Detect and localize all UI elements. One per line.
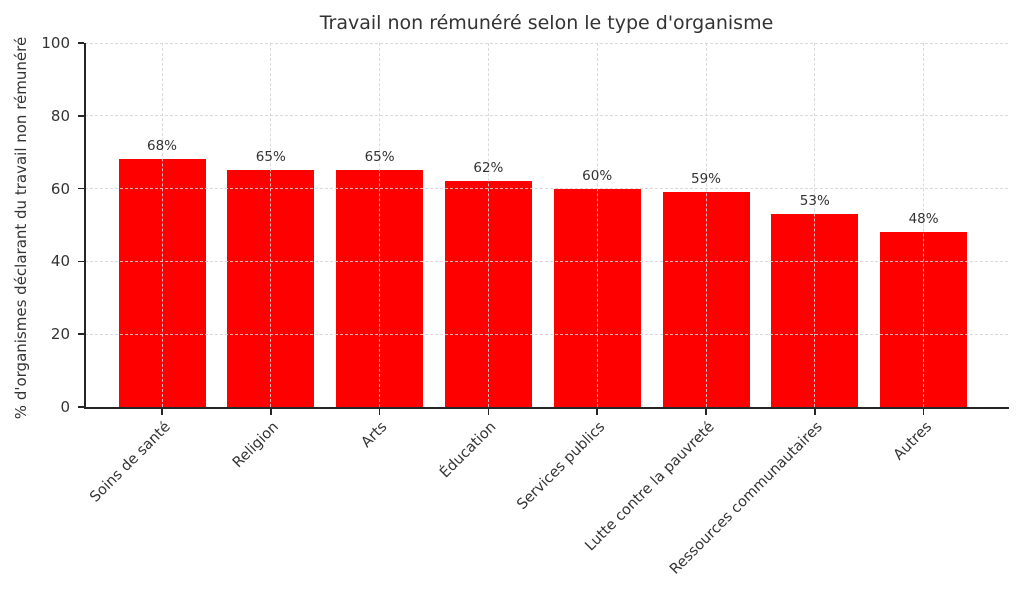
v-gridline	[705, 43, 707, 407]
y-tick-mark	[78, 115, 84, 117]
v-gridline	[923, 43, 925, 407]
x-tick-mark	[705, 409, 707, 415]
y-tick-label: 0	[60, 398, 70, 416]
h-gridline	[85, 333, 1008, 335]
x-tick-mark	[922, 409, 925, 415]
x-tick-mark	[487, 409, 490, 415]
bar-value-label: 53%	[799, 193, 830, 210]
x-tick-label-text: Autres	[890, 419, 935, 464]
bar-value-label: 62%	[473, 160, 504, 177]
chart-title: Travail non rémunéré selon le type d'org…	[319, 12, 774, 34]
x-tick-mark	[378, 409, 381, 415]
x-tick-label-text: Lutte contre la pauvreté	[582, 419, 718, 555]
h-gridline	[85, 188, 1008, 190]
y-tick-label: 60	[50, 179, 70, 198]
x-axis-spine	[84, 407, 1009, 409]
bar-value-label: 68%	[146, 138, 177, 155]
y-tick-mark	[78, 333, 84, 335]
x-tick-label-text: Éducation	[437, 419, 500, 482]
y-tick-mark	[78, 42, 84, 44]
bar-value-label: 48%	[908, 211, 939, 228]
y-tick-mark	[78, 187, 84, 190]
y-tick-mark	[78, 260, 84, 263]
h-gridline	[85, 115, 1008, 117]
x-tick-mark	[596, 409, 598, 415]
v-gridline	[379, 43, 381, 407]
v-gridline	[161, 43, 163, 407]
y-tick-label: 20	[50, 325, 70, 344]
x-tick-mark	[161, 409, 163, 415]
x-tick-mark	[814, 409, 816, 415]
bar-value-label: 59%	[690, 171, 721, 188]
bar-value-label: 60%	[582, 167, 613, 184]
bar-value-label: 65%	[364, 149, 395, 166]
v-gridline	[270, 43, 272, 407]
y-tick-label: 100	[41, 34, 70, 52]
y-axis-spine	[84, 43, 86, 409]
y-tick-label: 80	[50, 106, 70, 125]
v-gridline	[596, 43, 598, 407]
x-tick-label-text: Religion	[229, 419, 283, 472]
y-tick-label: 40	[50, 252, 70, 271]
x-tick-mark	[270, 409, 272, 415]
v-gridline	[487, 43, 489, 407]
x-tick-label-text: Arts	[358, 419, 391, 451]
bar-value-label: 65%	[255, 149, 286, 166]
y-tick-mark	[78, 406, 84, 408]
x-tick-label-text: Soins de santé	[86, 419, 174, 506]
v-gridline	[814, 43, 816, 407]
x-tick-label-text: Services publics	[514, 419, 609, 514]
h-gridline	[85, 260, 1008, 262]
h-gridline	[85, 42, 1008, 44]
